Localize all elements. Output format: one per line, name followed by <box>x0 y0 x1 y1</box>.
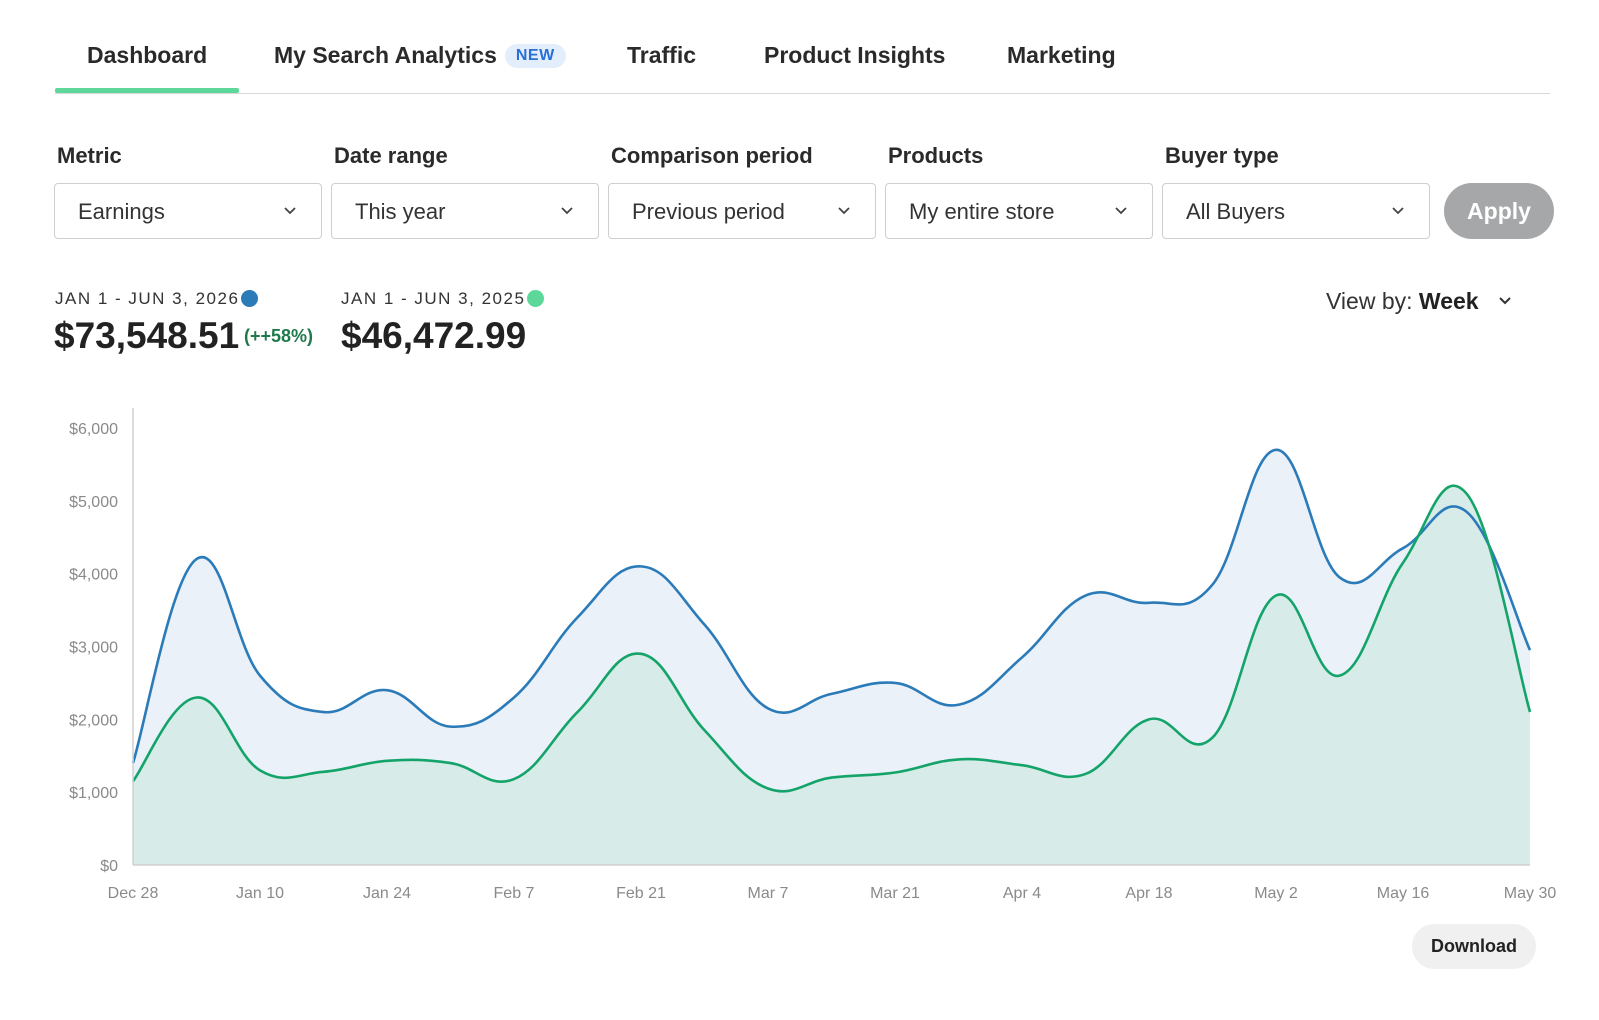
tab-marketing-label: Marketing <box>1007 42 1116 68</box>
x-tick-label: Feb 21 <box>616 885 666 902</box>
series-1-line <box>131 484 1532 793</box>
metric-label: Metric <box>57 143 122 168</box>
previous-series-dot <box>527 290 544 307</box>
comparison-period-label: Comparison period <box>611 143 813 168</box>
x-tick-label: Feb 7 <box>494 885 535 902</box>
date-range-select-value: This year <box>355 199 446 224</box>
download-button[interactable]: Download <box>1412 924 1536 969</box>
current-period-label: JAN 1 - JUN 3, 2026 <box>55 289 240 308</box>
series-0-line <box>131 448 1532 764</box>
buyer-type-select[interactable]: All Buyers <box>1162 183 1430 239</box>
metric-select[interactable]: Earnings <box>54 183 322 239</box>
new-badge: NEW <box>504 44 566 68</box>
chevron-down-icon <box>1115 207 1127 215</box>
tab-search-analytics-label: My Search Analytics <box>274 42 497 68</box>
active-tab-indicator <box>55 88 239 93</box>
earnings-chart: $0 $1,000 $2,000 $3,000 $4,000 $5,000 $6,000 De… <box>69 408 1557 902</box>
tab-marketing[interactable]: Marketing <box>1007 42 1116 69</box>
products-select[interactable]: My entire store <box>885 183 1153 239</box>
x-tick-label: Dec 28 <box>108 885 159 902</box>
chevron-down-icon <box>561 207 573 215</box>
view-by-label: View by: <box>1326 288 1413 314</box>
tab-traffic[interactable]: Traffic <box>627 42 696 69</box>
tab-product-insights[interactable]: Product Insights <box>764 42 945 69</box>
previous-earnings-value: $46,472.99 <box>341 315 527 356</box>
tab-dashboard[interactable]: Dashboard <box>87 42 207 69</box>
tab-dashboard-label: Dashboard <box>87 42 208 68</box>
x-tick-label: Apr 4 <box>1003 885 1041 902</box>
series-1-area <box>133 485 1530 865</box>
comparison-period-select-value: Previous period <box>632 199 785 224</box>
x-tick-label: Apr 18 <box>1125 885 1172 902</box>
comparison-period-select[interactable]: Previous period <box>608 183 876 239</box>
previous-period-label: JAN 1 - JUN 3, 2025 <box>341 289 526 308</box>
y-tick-label: $0 <box>100 858 118 875</box>
tab-search-analytics[interactable]: My Search Analytics NEW <box>274 42 566 69</box>
y-tick-label: $6,000 <box>69 421 118 438</box>
x-tick-label: Jan 10 <box>236 885 284 902</box>
products-select-value: My entire store <box>909 199 1055 224</box>
chevron-down-icon <box>284 207 296 215</box>
x-tick-label: May 30 <box>1504 885 1557 902</box>
chevron-down-icon <box>838 207 850 215</box>
metric-select-value: Earnings <box>78 199 165 224</box>
date-range-label: Date range <box>334 143 448 168</box>
x-tick-label: Mar 21 <box>870 885 920 902</box>
chevron-down-icon <box>1392 207 1404 215</box>
tab-product-insights-label: Product Insights <box>764 42 946 68</box>
tab-bar: Dashboard My Search Analytics NEW Traffic… <box>55 0 1550 94</box>
tab-traffic-label: Traffic <box>627 42 697 68</box>
current-earnings-value: $73,548.51 <box>54 315 240 356</box>
products-label: Products <box>888 143 984 168</box>
current-series-dot <box>241 290 258 307</box>
date-range-select[interactable]: This year <box>331 183 599 239</box>
chevron-down-icon[interactable] <box>1498 296 1512 306</box>
change-percent: (++58%) <box>244 326 314 346</box>
buyer-type-label: Buyer type <box>1165 143 1279 168</box>
x-tick-label: Mar 7 <box>748 885 789 902</box>
view-by-select[interactable]: View by: Week <box>1326 288 1479 315</box>
y-tick-label: $1,000 <box>69 785 118 802</box>
y-tick-label: $5,000 <box>69 494 118 511</box>
buyer-type-select-value: All Buyers <box>1186 199 1286 224</box>
x-tick-label: May 2 <box>1254 885 1298 902</box>
x-tick-label: Jan 24 <box>363 885 411 902</box>
x-tick-label: May 16 <box>1377 885 1430 902</box>
view-by-value: Week <box>1418 288 1479 314</box>
y-tick-label: $4,000 <box>69 567 118 584</box>
apply-button[interactable]: Apply <box>1444 183 1554 239</box>
y-tick-label: $3,000 <box>69 640 118 657</box>
y-tick-label: $2,000 <box>69 712 118 729</box>
